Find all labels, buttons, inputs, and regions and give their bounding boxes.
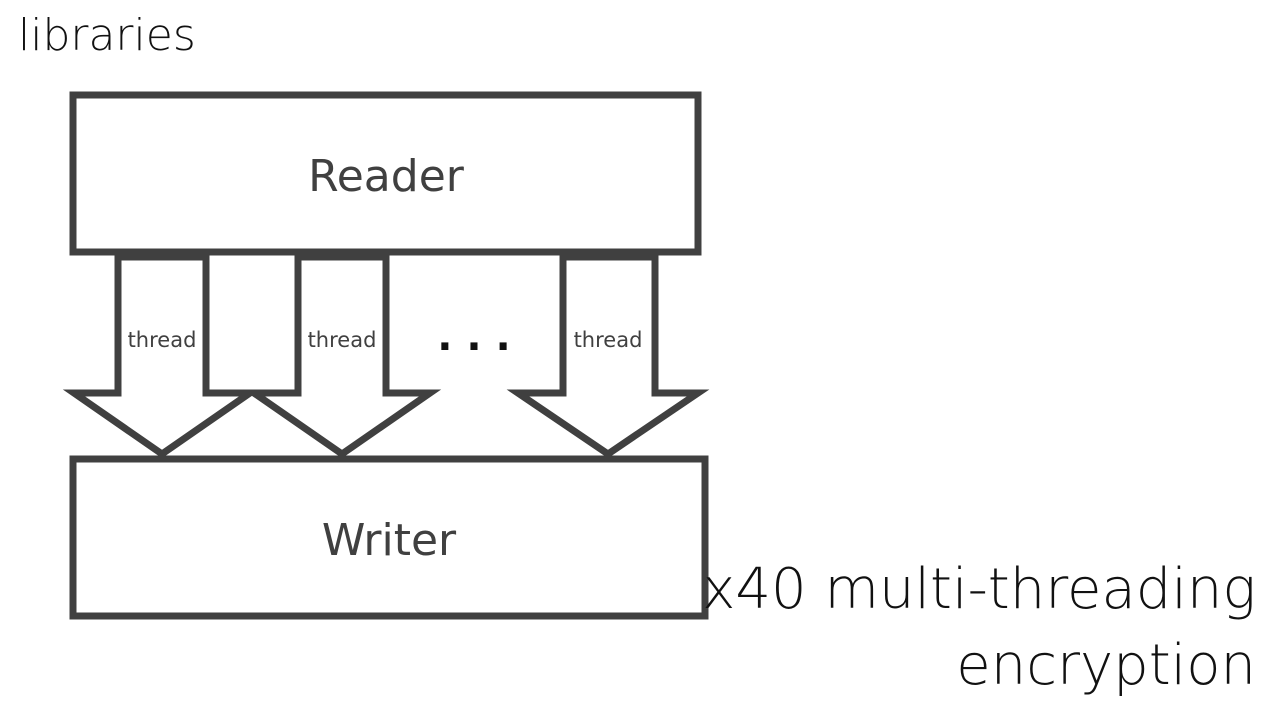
thread-label-3: thread: [574, 328, 643, 352]
page-title: libraries: [18, 10, 196, 61]
thread-arrow-2: [242, 253, 442, 459]
caption: x40 multi-threading encryption: [702, 552, 1256, 703]
thread-label-1: thread: [128, 328, 197, 352]
thread-arrow-1: [62, 253, 262, 459]
reader-box: [69, 91, 702, 256]
ellipsis: . . .: [437, 314, 510, 360]
writer-label: Writer: [322, 515, 457, 566]
caption-line-2: encryption: [956, 632, 1256, 698]
thread-arrow-3: [506, 253, 710, 459]
reader-label: Reader: [308, 151, 465, 202]
thread-label-2: thread: [308, 328, 377, 352]
caption-line-1: x40 multi-threading: [702, 557, 1256, 622]
writer-box: [69, 455, 709, 620]
